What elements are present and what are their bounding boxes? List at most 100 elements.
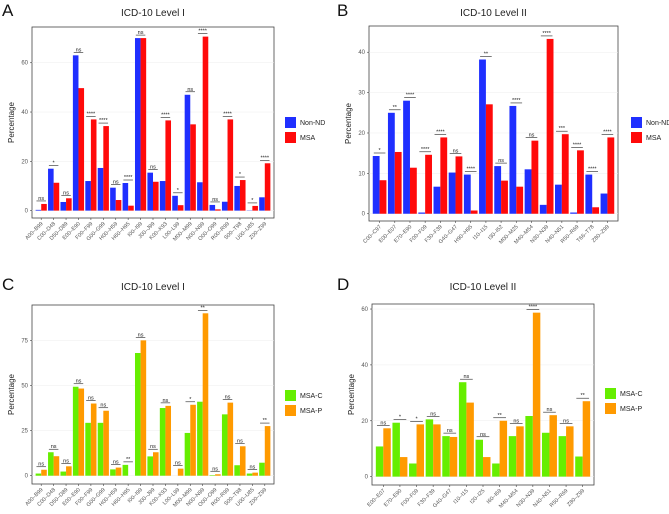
significance-label: * <box>399 415 402 421</box>
bar-non-nd <box>403 100 410 214</box>
significance-label: ns <box>225 395 231 401</box>
x-tick-label: I10–I15 <box>472 224 489 241</box>
y-tick-label: 40 <box>358 50 365 56</box>
significance-label: * <box>251 198 254 204</box>
bar-msa <box>53 182 60 211</box>
y-axis-label: Percentage <box>7 101 16 142</box>
bar-non-nd <box>97 167 104 211</box>
legend-label: Non-ND <box>646 120 669 127</box>
bar-msa <box>41 203 47 211</box>
significance-label: ** <box>263 418 268 424</box>
bar-msa-p <box>399 457 408 477</box>
significance-label: * <box>177 188 180 194</box>
x-tick-label: R50–R69 <box>549 488 570 509</box>
significance-label: ns <box>63 190 69 196</box>
bar-msa-p <box>140 340 147 476</box>
bar-msa <box>215 209 221 211</box>
bar-msa <box>202 36 209 211</box>
bar-non-nd <box>387 112 395 214</box>
y-tick-label: 0 <box>25 474 29 480</box>
significance-label: ns <box>463 374 469 380</box>
bar-msa-c <box>209 475 216 476</box>
significance-label: ns <box>513 418 519 424</box>
bar-msa <box>66 198 72 211</box>
bar-msa-c <box>541 432 550 477</box>
bar-msa <box>607 137 615 214</box>
significance-label: ns <box>113 180 119 186</box>
significance-label: ns <box>380 420 386 426</box>
legend-swatch <box>605 388 616 399</box>
bar-msa-p <box>532 312 541 477</box>
chart-title: ICD-10 Level I <box>121 282 185 293</box>
legend-swatch <box>631 132 642 143</box>
significance-label: ns <box>150 165 156 171</box>
bar-non-nd <box>479 59 486 214</box>
bar-msa-p <box>252 472 258 476</box>
significance-label: * <box>415 416 418 422</box>
bar-msa <box>103 126 109 211</box>
bar-msa <box>78 88 85 211</box>
bar-msa-c <box>184 432 191 476</box>
bar-msa-c <box>475 439 483 477</box>
x-tick-label: Z80–Z99 <box>566 488 586 508</box>
bar-msa <box>128 205 134 211</box>
significance-label: ns <box>187 87 193 93</box>
bar-msa-p <box>115 467 122 476</box>
bar-msa <box>177 205 184 211</box>
bar-msa-c <box>425 419 434 477</box>
legend-label: MSA <box>300 135 316 142</box>
bar-non-nd <box>35 209 42 211</box>
bar-msa-c <box>134 352 141 476</box>
y-axis-label: Percentage <box>347 373 356 414</box>
bar-msa <box>531 140 539 214</box>
bar-msa-c <box>392 422 400 477</box>
bar-non-nd <box>585 174 593 214</box>
significance-label: *** <box>559 126 566 132</box>
significance-label: ns <box>453 148 459 154</box>
significance-label: **** <box>198 29 207 35</box>
significance-label: **** <box>421 147 430 153</box>
significance-label: ns <box>529 133 535 139</box>
bar-msa <box>252 205 258 211</box>
bar-non-nd <box>570 212 578 214</box>
bar-non-nd <box>524 169 532 214</box>
significance-label: ns <box>175 461 181 467</box>
significance-label: **** <box>588 167 597 173</box>
bar-msa-p <box>239 446 246 476</box>
chart-title: ICD-10 Level II <box>450 282 517 293</box>
bar-msa-c <box>35 473 42 476</box>
bar-msa-c <box>442 436 450 477</box>
significance-label: ns <box>51 444 57 450</box>
significance-label: **** <box>603 129 612 135</box>
significance-label: * <box>53 161 56 167</box>
y-tick-label: 40 <box>361 363 368 369</box>
significance-label: ns <box>63 458 69 464</box>
bar-msa <box>577 150 584 214</box>
bar-msa-c <box>234 465 240 476</box>
bar-non-nd <box>463 174 471 214</box>
bar-non-nd <box>85 181 91 211</box>
panel-b: B ICD-10 Level IIPercentage010203040*C00–… <box>337 1 669 246</box>
significance-label: ** <box>497 413 502 419</box>
significance-label: **** <box>161 112 170 118</box>
bar-msa <box>485 104 493 214</box>
significance-label: **** <box>124 175 133 181</box>
bar-msa-p <box>177 468 184 476</box>
bar-msa-p <box>433 424 441 477</box>
bar-non-nd <box>184 94 191 211</box>
legend-label: Non-ND <box>300 120 325 127</box>
bar-msa <box>264 163 271 211</box>
significance-label: ns <box>249 465 255 471</box>
bar-msa-c <box>458 382 467 477</box>
x-tick-label: I20–I25 <box>469 488 486 505</box>
legend-label: MSA <box>646 135 662 142</box>
y-tick-label: 60 <box>361 307 368 313</box>
bar-msa-p <box>483 457 491 477</box>
bar-msa-c <box>72 386 79 476</box>
bar-msa-p <box>78 388 85 476</box>
bar-msa <box>227 119 234 211</box>
bar-non-nd <box>555 184 562 214</box>
bar-msa <box>140 38 147 211</box>
significance-label: * <box>239 172 242 178</box>
panel-letter: C <box>2 275 14 294</box>
